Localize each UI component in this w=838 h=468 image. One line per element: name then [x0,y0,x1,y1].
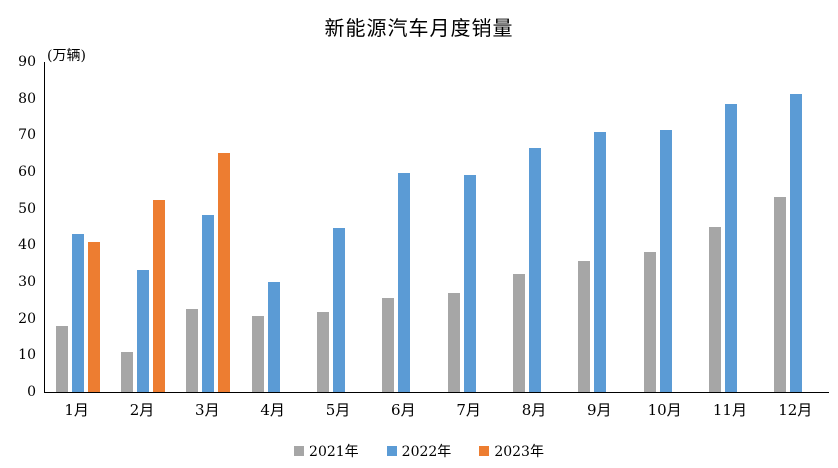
x-axis-label-3月: 3月 [195,401,220,419]
bar-2021年-3月 [186,309,199,392]
legend-swatch-2021 [294,446,305,456]
bar-2022年-4月 [267,282,280,392]
y-axis-tick-label: 50 [18,200,36,217]
x-axis-label-1月: 1月 [64,401,89,419]
y-axis-tick-label: 80 [18,90,36,107]
legend-label-2023: 2023年 [494,444,544,460]
bar-2021年-4月 [251,316,264,392]
bar-2023年-2月 [152,199,165,392]
bar-group-8月 [502,62,567,392]
x-axis-label-8月: 8月 [521,401,547,419]
bar-group-11月 [698,62,763,392]
bar-group-12月 [764,62,829,392]
bar-2021年-11月 [708,227,721,392]
bar-group-2月 [110,62,175,392]
legend-item-2021: 2021年 [294,441,359,461]
y-axis-tick-labels: 0 10 20 30 40 50 60 70 80 90 [0,55,36,399]
bar-2022年-7月 [463,174,476,392]
bar-2023年-1月 [87,242,100,392]
legend-item-2023: 2023年 [479,441,544,461]
bar-2022年-11月 [724,103,737,392]
bar-2021年-10月 [643,251,656,392]
x-axis-label-5月: 5月 [325,401,351,419]
x-axis-label-11月: 11月 [712,401,747,419]
y-axis-tick-label: 90 [18,54,36,70]
bar-group-3月 [176,62,241,392]
bar-2022年-2月 [136,269,149,392]
y-axis-tick-label: 70 [18,127,36,144]
chart-title: 新能源汽车月度销量 [324,16,514,40]
bar-2021年-1月 [55,326,68,392]
bar-group-10月 [633,62,698,392]
bar-2021年-9月 [578,261,591,392]
y-axis-tick-label: 30 [18,274,36,290]
bar-2022年-3月 [202,214,215,392]
x-axis-label-12月: 12月 [778,401,813,419]
bar-2023年-3月 [218,152,231,392]
bar-group-5月 [306,62,371,392]
x-axis-labels: 1月 2月 3月 4月 5月 6月 7月 8月 9月 10月 11月 12月 [44,399,828,420]
y-axis-unit-label: (万辆) [47,48,86,64]
bar-2021年-6月 [382,298,395,392]
bar-2022年-5月 [332,228,345,392]
legend-swatch-2023 [479,446,490,456]
y-axis-tick-label: 0 [27,384,36,400]
bar-2022年-9月 [594,132,607,392]
x-axis-label-9月: 9月 [587,401,612,419]
x-axis-label-6月: 6月 [391,401,416,419]
bar-group-4月 [241,62,306,392]
x-axis-label-10月: 10月 [647,401,682,419]
legend-label-2021: 2021年 [309,444,359,460]
bar-2022年-12月 [790,93,803,392]
y-axis-tick-label: 40 [18,237,36,254]
bar-group-1月 [45,62,110,392]
legend-swatch-2022 [386,446,397,456]
x-axis-label-2月: 2月 [129,401,155,419]
legend: 2021年 2022年 2023年 [0,441,838,461]
bar-2022年-1月 [71,233,84,392]
bar-group-9月 [568,62,633,392]
x-axis-label-7月: 7月 [456,401,481,419]
bar-2021年-12月 [774,197,787,392]
legend-item-2022: 2022年 [386,441,452,461]
bar-2021年-5月 [316,312,329,392]
bar-group-7月 [437,62,502,392]
bar-2022年-10月 [659,130,672,392]
y-axis-tick-label: 20 [18,310,36,327]
y-axis-tick-label: 60 [18,164,36,180]
y-axis-tick-label: 10 [18,347,36,364]
bar-groups [45,62,829,392]
plot-area [44,62,829,393]
bar-group-6月 [372,62,437,392]
bar-2022年-6月 [398,173,411,392]
bar-2021年-7月 [447,292,460,392]
bar-2021年-8月 [512,274,525,392]
bar-2021年-2月 [120,351,133,392]
x-axis-label-4月: 4月 [260,401,285,419]
legend-label-2022: 2022年 [401,444,452,460]
bar-2022年-8月 [528,147,541,392]
